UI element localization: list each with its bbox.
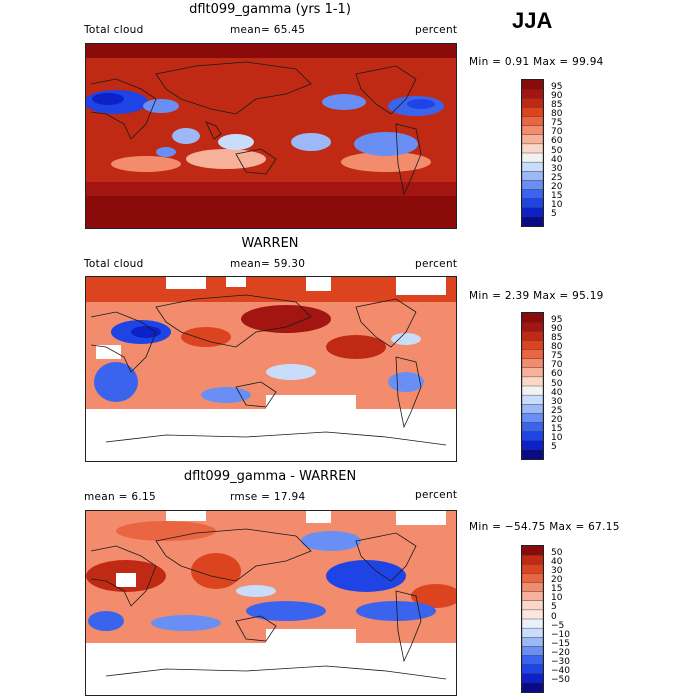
- panel2-units: percent: [415, 258, 458, 270]
- panel2-colorbar-swatches: [522, 313, 543, 459]
- colorbar-label: 25: [551, 406, 563, 416]
- colorbar-label: 75: [551, 351, 563, 361]
- colorbar-label: 70: [551, 360, 563, 370]
- panel3-colorbar: [521, 545, 544, 693]
- colorbar-swatch: [522, 449, 543, 459]
- panel2-map: [85, 276, 457, 462]
- colorbar-label: 50: [551, 548, 563, 558]
- colorbar-label: 80: [551, 109, 563, 119]
- colorbar-label: 90: [551, 324, 563, 334]
- panel2-colorbar-labels: 95 90 85 80 75 70 60 50 40 30 25 20 15 1…: [521, 312, 581, 458]
- panel3-mean-label: mean = 6.15: [84, 491, 156, 503]
- colorbar-label: 0: [551, 612, 557, 622]
- colorbar-label: 5: [551, 442, 557, 452]
- panel2-left-label: Total cloud: [84, 258, 144, 270]
- panel2-center-label: mean= 59.30: [230, 258, 306, 270]
- colorbar-label: −10: [551, 630, 570, 640]
- colorbar-label: 20: [551, 575, 563, 585]
- colorbar-label: 95: [551, 315, 563, 325]
- colorbar-label: 90: [551, 91, 563, 101]
- panel1-map: [85, 43, 457, 229]
- colorbar-label: −30: [551, 657, 570, 667]
- colorbar-label: 50: [551, 146, 563, 156]
- colorbar-label: 50: [551, 379, 563, 389]
- panel2-title: WARREN: [241, 236, 299, 251]
- colorbar-label: −15: [551, 639, 570, 649]
- colorbar-label: 15: [551, 584, 563, 594]
- colorbar-label: 15: [551, 191, 563, 201]
- colorbar-label: −40: [551, 666, 570, 676]
- colorbar-label: 10: [551, 433, 563, 443]
- panel3-map: [85, 510, 457, 696]
- colorbar-label: 30: [551, 164, 563, 174]
- colorbar-label: 40: [551, 155, 563, 165]
- colorbar-label: 40: [551, 557, 563, 567]
- colorbar-label: 80: [551, 342, 563, 352]
- colorbar-label: −50: [551, 675, 570, 685]
- colorbar-swatch: [522, 216, 543, 226]
- colorbar-label: 40: [551, 388, 563, 398]
- colorbar-label: 75: [551, 118, 563, 128]
- colorbar-label: −20: [551, 648, 570, 658]
- panel1-colorbar-swatches: [522, 80, 543, 226]
- colorbar-label: 60: [551, 369, 563, 379]
- panel1-units: percent: [415, 24, 458, 36]
- panel3-title: dflt099_gamma - WARREN: [183, 469, 357, 484]
- panel2-colorbar: [521, 312, 544, 460]
- colorbar-label: 20: [551, 415, 563, 425]
- colorbar-label: −5: [551, 621, 565, 631]
- colorbar-label: 30: [551, 566, 563, 576]
- panel2-minmax: Min = 2.39 Max = 95.19: [469, 290, 604, 302]
- colorbar-swatch: [522, 682, 543, 692]
- colorbar-label: 60: [551, 136, 563, 146]
- colorbar-label: 30: [551, 397, 563, 407]
- colorbar-label: 10: [551, 593, 563, 603]
- colorbar-label: 85: [551, 100, 563, 110]
- panel1-colorbar: [521, 79, 544, 227]
- colorbar-label: 5: [551, 602, 557, 612]
- colorbar-label: 85: [551, 333, 563, 343]
- colorbar-label: 20: [551, 182, 563, 192]
- panel3-colorbar-swatches: [522, 546, 543, 692]
- panel1-left-label: Total cloud: [84, 24, 144, 36]
- panel3-colorbar-labels: 50 40 30 20 15 10 5 0 −5 −10 −15 −20 −30…: [521, 545, 581, 691]
- colorbar-label: 15: [551, 424, 563, 434]
- panel1-center-label: mean= 65.45: [230, 24, 306, 36]
- panel1-minmax: Min = 0.91 Max = 99.94: [469, 56, 604, 68]
- panel3-minmax: Min = −54.75 Max = 67.15: [469, 521, 620, 533]
- panel1-title: dflt099_gamma (yrs 1-1): [189, 2, 351, 17]
- colorbar-label: 70: [551, 127, 563, 137]
- season-label: JJA: [512, 8, 553, 33]
- panel1-colorbar-labels: 95 90 85 80 75 70 60 50 40 30 25 20 15 1…: [521, 79, 581, 225]
- panel3-rmse-label: rmse = 17.94: [230, 491, 306, 503]
- colorbar-label: 25: [551, 173, 563, 183]
- colorbar-label: 95: [551, 82, 563, 92]
- colorbar-label: 10: [551, 200, 563, 210]
- panel3-units: percent: [415, 489, 458, 501]
- colorbar-label: 5: [551, 209, 557, 219]
